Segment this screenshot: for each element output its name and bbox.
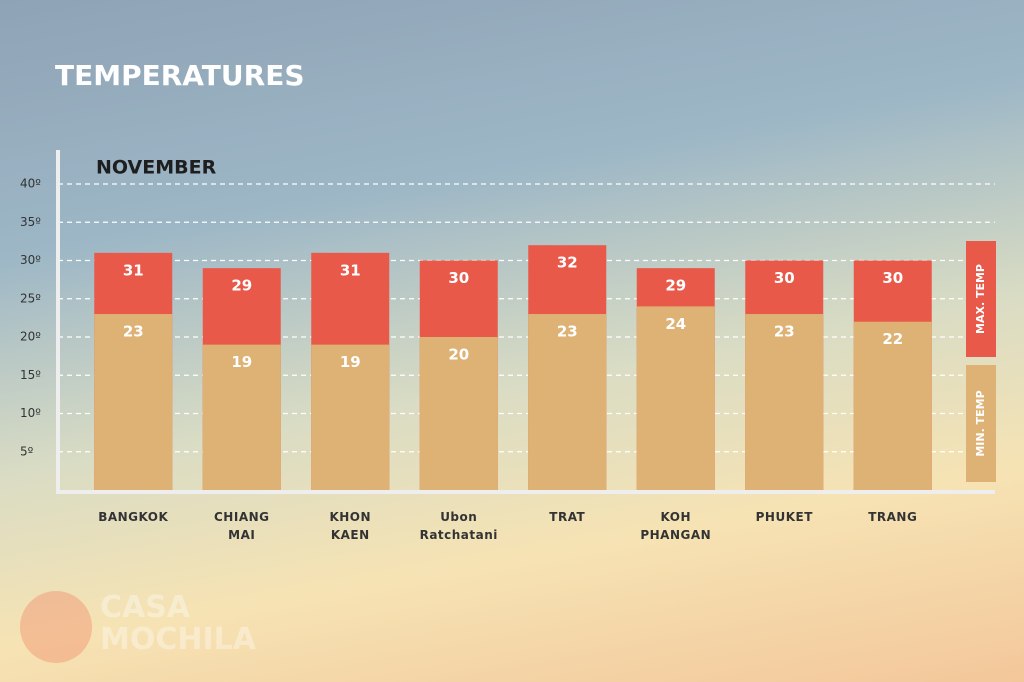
data-label: 23 <box>557 323 578 341</box>
x-tick-label: PHUKET <box>755 510 813 524</box>
data-label: 20 <box>448 346 469 364</box>
x-tick-label: TRANG <box>868 510 918 524</box>
x-tick-label: KHON KAEN <box>329 510 372 542</box>
x-tick-label: BANGKOK <box>98 510 169 524</box>
y-tick-label: 15º <box>20 368 41 382</box>
data-label: 29 <box>231 277 252 295</box>
bar <box>528 314 607 490</box>
bar <box>636 306 715 490</box>
bar <box>94 314 173 490</box>
y-tick-label: 40º <box>20 177 41 191</box>
chart-subtitle: NOVEMBER <box>96 157 217 179</box>
legend-label: MIN. TEMP <box>974 390 987 456</box>
legend-swatch <box>966 241 996 357</box>
bar <box>853 321 932 490</box>
logo <box>20 591 92 663</box>
data-label: 31 <box>123 261 144 279</box>
bar <box>419 337 498 490</box>
bar <box>745 314 824 490</box>
bar <box>202 344 281 490</box>
x-tick-label: CHIANG MAI <box>214 510 270 542</box>
data-label: 23 <box>774 323 795 341</box>
data-label: 30 <box>774 269 795 287</box>
data-label: 29 <box>665 277 686 295</box>
chart-title: TEMPERATURES <box>55 59 304 92</box>
data-label: 19 <box>231 353 252 371</box>
data-label: 22 <box>882 330 903 348</box>
data-label: 24 <box>665 315 686 333</box>
data-label: 30 <box>448 269 469 287</box>
data-label: 32 <box>557 254 578 272</box>
y-tick-label: 30º <box>20 253 41 267</box>
y-tick-label: 35º <box>20 215 41 229</box>
bar <box>311 344 390 490</box>
y-tick-label: 25º <box>20 291 41 305</box>
data-label: 30 <box>882 269 903 287</box>
data-label: 19 <box>340 353 361 371</box>
y-tick-label: 20º <box>20 330 41 344</box>
y-tick-label: 10º <box>20 406 41 420</box>
x-tick-label: TRAT <box>549 510 586 524</box>
legend-swatch <box>966 365 996 482</box>
x-tick-label: Ubon Ratchatani <box>419 510 498 542</box>
x-tick-label: KOH PHANGAN <box>640 510 712 542</box>
legend-label: MAX. TEMP <box>974 264 987 334</box>
data-label: 23 <box>123 323 144 341</box>
y-tick-label: 5º <box>20 444 34 458</box>
watermark: CASA MOCHILA <box>100 590 256 657</box>
data-label: 31 <box>340 261 361 279</box>
